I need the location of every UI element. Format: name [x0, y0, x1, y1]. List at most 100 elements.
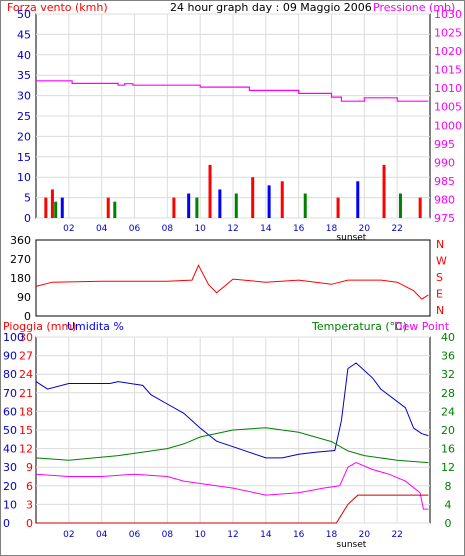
dew-point-line — [35, 462, 429, 510]
time-tick-label: 16 — [293, 530, 305, 540]
p1-grid — [36, 13, 430, 219]
wind-direction-tick-label: 270 — [10, 253, 31, 266]
temperature-tick-label: 36 — [441, 350, 455, 363]
rain-ticks: 0 3 6 9 12 15 18 21 24 27 30 — [19, 331, 33, 530]
wind-bar — [218, 189, 222, 218]
wind-bar — [208, 164, 212, 218]
temperature-line — [35, 427, 429, 464]
pressure-tick-label: 1015 — [434, 64, 462, 77]
sunset-label-top: sunset — [336, 233, 366, 243]
rain-tick-label: 15 — [19, 424, 33, 437]
temperature-tick-label: 16 — [441, 443, 455, 456]
wind-bar — [356, 181, 360, 218]
humidity-tick-label: 20 — [3, 480, 17, 493]
wind-bar — [106, 197, 110, 218]
wind-speed-tick-label: 10 — [17, 171, 31, 184]
wind-bar — [44, 197, 48, 218]
humidity-tick-label: 10 — [3, 498, 17, 511]
wind-bar — [113, 201, 117, 218]
time-ticks-bottom: 02 04 06 08 10 12 14 16 18 20 22 — [63, 530, 403, 540]
time-tick-label: 02 — [63, 224, 74, 234]
pressure-tick-label: 980 — [434, 193, 455, 206]
humidity-tick-label: 80 — [3, 368, 17, 381]
wind-speed-tick-label: 25 — [17, 110, 31, 123]
humidity-axis-title: Umidita % — [67, 320, 124, 333]
wind-speed-tick-label: 20 — [17, 130, 31, 143]
time-tick-label: 22 — [391, 224, 402, 234]
wind-speed-ticks: 0 5 10 15 20 25 30 35 40 45 50 — [17, 8, 31, 225]
time-tick-label: 14 — [260, 530, 272, 540]
time-tick-label: 12 — [227, 530, 238, 540]
wind-speed-tick-label: 50 — [17, 8, 31, 21]
dew-point-axis-title: Dew Point — [394, 320, 450, 333]
pressure-tick-label: 995 — [434, 138, 455, 151]
time-tick-label: 06 — [129, 224, 141, 234]
humidity-ticks: 0 10 20 30 40 50 60 70 80 90 100 — [3, 331, 24, 530]
wind-speed-tick-label: 15 — [17, 151, 31, 164]
humidity-tick-label: 90 — [3, 350, 17, 363]
wind-bar — [398, 193, 402, 218]
rain-axis-title: Pioggia (mm) — [3, 320, 76, 333]
compass-label: E — [436, 288, 443, 301]
temperature-tick-label: 8 — [445, 480, 452, 493]
p3-grid — [36, 336, 430, 524]
pressure-tick-label: 975 — [434, 212, 455, 225]
wind-bar — [187, 193, 191, 218]
sunset-label-bottom: sunset — [336, 540, 366, 550]
pressure-tick-label: 1025 — [434, 27, 462, 40]
time-tick-label: 04 — [96, 224, 108, 234]
wind-direction-tick-label: 180 — [10, 272, 31, 285]
pressure-line — [36, 80, 429, 102]
time-tick-label: 08 — [162, 530, 174, 540]
time-tick-label: 10 — [194, 224, 206, 234]
pressure-tick-label: 1000 — [434, 119, 462, 132]
compass-label: N — [436, 238, 444, 251]
wind-direction-tick-label: 0 — [24, 310, 31, 323]
wind-bar — [251, 177, 255, 218]
rain-tick-label: 9 — [26, 461, 33, 474]
wind-direction-tick-label: 360 — [10, 234, 31, 247]
wind-direction-ticks: 0 90 180 270 360 — [10, 234, 31, 323]
temperature-tick-label: 0 — [445, 517, 452, 530]
humidity-line — [35, 362, 429, 459]
time-ticks-top: 02 04 06 08 10 12 14 16 18 20 22 — [63, 224, 403, 234]
pressure-tick-label: 990 — [434, 156, 455, 169]
wind-bar — [195, 197, 199, 218]
time-tick-label: 08 — [162, 224, 174, 234]
wind-bar — [267, 185, 271, 218]
rain-tick-label: 27 — [19, 350, 33, 363]
wind-speed-bars — [44, 164, 422, 218]
wind-speed-tick-label: 30 — [17, 90, 31, 103]
pressure-axis-title: Pressione (mb) — [373, 1, 455, 14]
humidity-tick-label: 70 — [3, 387, 17, 400]
wind-speed-axis-title: Forza vento (kmh) — [7, 1, 108, 14]
wind-speed-tick-label: 45 — [17, 28, 31, 41]
temperature-tick-label: 4 — [445, 498, 452, 511]
rain-line — [36, 494, 429, 524]
wind-speed-tick-label: 0 — [24, 212, 31, 225]
rain-tick-label: 18 — [19, 405, 33, 418]
wind-bar — [382, 164, 386, 218]
humidity-tick-label: 40 — [3, 443, 17, 456]
rain-tick-label: 0 — [26, 517, 33, 530]
rain-tick-label: 6 — [26, 480, 33, 493]
wind-bar — [418, 197, 422, 218]
wind-direction-line — [35, 264, 429, 300]
wind-bar — [336, 197, 340, 218]
rain-tick-label: 21 — [19, 387, 33, 400]
rain-tick-label: 30 — [19, 331, 33, 344]
rain-tick-label: 3 — [26, 498, 33, 511]
wind-speed-tick-label: 35 — [17, 69, 31, 82]
temperature-ticks: 0 4 8 12 16 20 24 28 32 36 40 — [441, 331, 455, 530]
temperature-axis-title: Temperatura (°C) — [311, 320, 407, 333]
time-tick-label: 16 — [293, 224, 305, 234]
pressure-tick-label: 1030 — [434, 8, 462, 21]
wind-speed-tick-label: 5 — [24, 192, 31, 205]
pressure-tick-label: 1005 — [434, 101, 462, 114]
compass-label: W — [436, 255, 447, 268]
time-tick-label: 04 — [96, 530, 108, 540]
wind-direction-tick-label: 90 — [17, 291, 31, 304]
wind-bar — [60, 197, 64, 218]
pressure-ticks: 975 980 985 990 995 1000 1005 1010 1015 1020 1025 1… — [434, 8, 462, 225]
pressure-tick-label: 1010 — [434, 82, 462, 95]
